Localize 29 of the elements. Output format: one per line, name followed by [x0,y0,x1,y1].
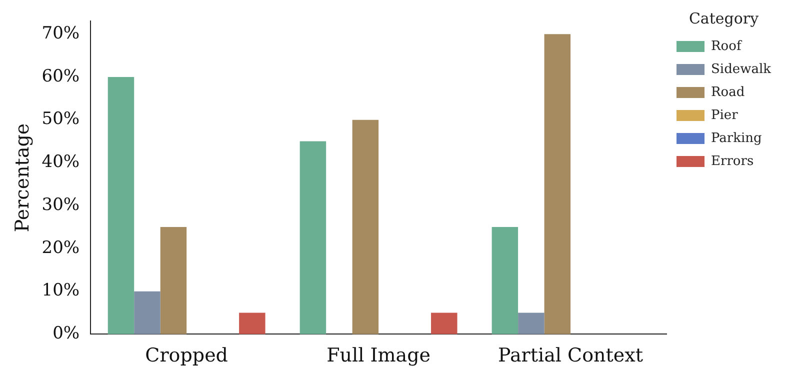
y-tick-label: 50% [42,109,80,130]
bar [108,76,134,334]
y-tick-label: 10% [42,280,80,301]
bar [134,291,160,334]
legend-label: Sidewalk [711,62,772,77]
legend-title: Category [688,9,760,28]
y-tick-label: 30% [42,194,80,215]
y-tick-label: 0% [52,324,80,344]
legend-label: Road [711,84,745,100]
y-tick-label: 20% [42,238,80,258]
bar [160,227,187,334]
bar [492,227,518,334]
legend-label: Roof [711,38,742,54]
bar [518,312,544,334]
bar [300,141,326,334]
bar [239,312,266,334]
legend-label: Pier [711,108,739,123]
bar [431,312,458,334]
x-tick-label: Partial Context [498,344,644,367]
bar [544,34,571,334]
y-axis-title: Percentage [11,123,34,232]
y-tick-label: 40% [42,152,80,172]
bar [352,120,379,334]
y-tick-label: 70% [42,23,80,44]
x-tick-label: Cropped [145,344,228,367]
y-tick-label: 60% [42,66,80,86]
x-tick-label: Full Image [326,344,430,367]
legend-label: Errors [711,154,754,169]
legend-label: Parking [711,130,762,146]
